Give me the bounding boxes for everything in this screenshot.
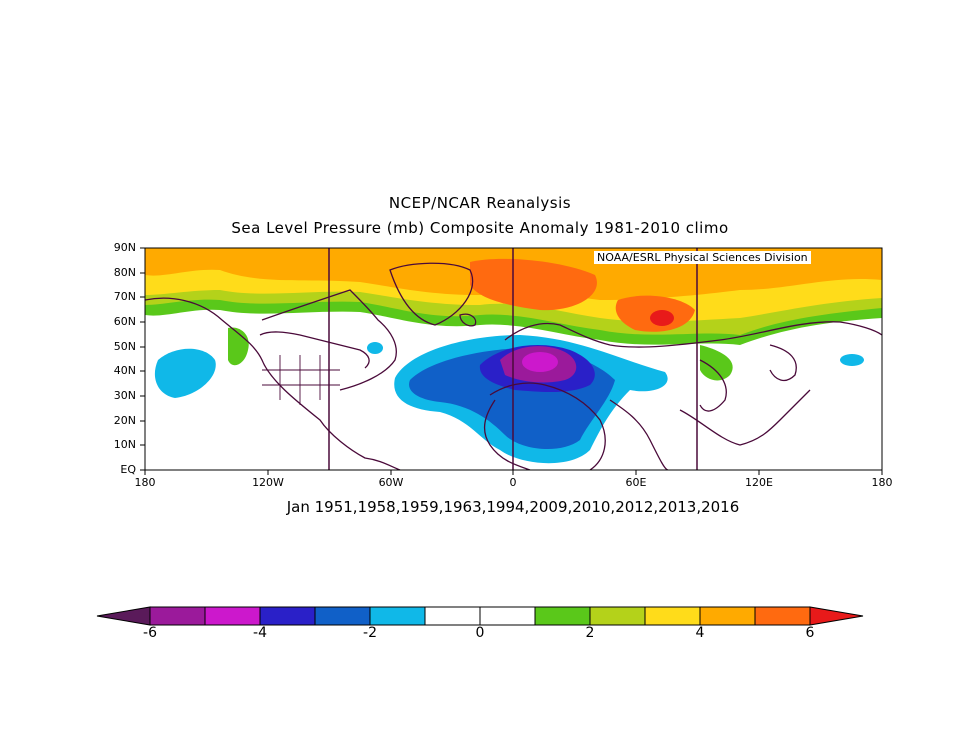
axis-ticks [140,247,883,475]
colorbar-swatch [204,606,261,626]
colorbar-swatch [699,606,756,626]
colorbar-swatch [149,606,206,626]
colorbar-swatch [424,606,481,626]
lat-tick-label: EQ [120,463,136,476]
colorbar-swatch [479,606,536,626]
composite-years: Jan 1951,1958,1959,1963,1994,2009,2010,2… [286,498,740,516]
colorbar-swatch [259,606,316,626]
colorbar-label: -2 [363,625,377,641]
colorbar-label: 2 [585,625,595,641]
lat-tick-label: 40N [113,364,136,377]
colorbar-arrow-high [809,606,864,626]
pacific-negative-anomaly [154,348,216,398]
lat-tick-label: 20N [113,414,136,427]
lon-tick-label: 0 [509,476,517,489]
lat-tick-label: 50N [113,340,136,353]
lon-tick-label: 180 [871,476,893,489]
colorbar-arrow-low [96,606,151,626]
lon-tick-label: 120E [745,476,773,489]
lat-tick-label: 30N [113,389,136,402]
arctic-high-anomaly [470,258,597,311]
colorbar-swatch [314,606,371,626]
colorbar-swatch [534,606,591,626]
colorbar-swatch [369,606,426,626]
lat-tick-label: 80N [113,266,136,279]
colorbar-label: 6 [805,625,815,641]
lon-tick-label: 120W [252,476,284,489]
lat-tick-label: 90N [113,241,136,254]
lat-tick-label: 10N [113,438,136,451]
colorbar-label: 4 [695,625,705,641]
lat-tick-label: 60N [113,315,136,328]
lat-tick-label: 70N [113,290,136,303]
title-line-2: Sea Level Pressure (mb) Composite Anomal… [231,219,729,237]
colorbar-swatch [754,606,811,626]
colorbar-label: -4 [253,625,267,641]
credit-label: NOAA/ESRL Physical Sciences Division [594,251,811,264]
lon-tick-label: 180 [134,476,156,489]
colorbar-swatch [644,606,701,626]
colorbar [96,606,864,626]
us-state-borders [262,355,340,405]
colorbar-label: 0 [475,625,485,641]
colorbar-label: -6 [143,625,157,641]
anomaly-minimum [522,352,558,372]
colorbar-swatch [589,606,646,626]
lon-tick-label: 60W [378,476,404,489]
lon-tick-label: 60E [625,476,647,489]
title-line-1: NCEP/NCAR Reanalysis [388,194,572,212]
anomaly-field [145,248,882,470]
coastlines [145,262,882,470]
